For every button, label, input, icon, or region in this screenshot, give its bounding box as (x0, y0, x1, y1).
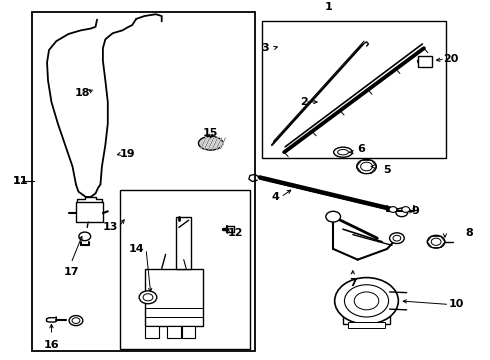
Circle shape (79, 232, 91, 241)
Text: 11: 11 (12, 176, 28, 186)
Circle shape (393, 235, 401, 241)
Text: 5: 5 (383, 165, 391, 175)
Text: 17: 17 (63, 267, 79, 277)
Text: 12: 12 (228, 228, 244, 238)
Bar (145, 326, 159, 338)
Bar (182, 326, 195, 338)
Circle shape (344, 285, 389, 317)
Circle shape (354, 292, 379, 310)
Bar (343, 294, 390, 324)
Text: 19: 19 (120, 149, 136, 159)
Ellipse shape (338, 149, 348, 155)
Bar (32, 13, 255, 351)
Circle shape (72, 318, 80, 323)
Bar (145, 269, 203, 326)
Text: 3: 3 (261, 43, 269, 53)
Circle shape (69, 316, 83, 325)
Text: 4: 4 (271, 192, 279, 202)
Ellipse shape (334, 147, 352, 157)
Text: 20: 20 (443, 54, 459, 64)
Circle shape (396, 208, 408, 217)
Circle shape (143, 294, 153, 301)
Text: 13: 13 (102, 222, 118, 233)
Circle shape (361, 162, 372, 171)
Text: 15: 15 (203, 128, 219, 138)
Circle shape (431, 238, 441, 245)
Bar (76, 202, 103, 222)
Circle shape (389, 207, 397, 212)
Text: 6: 6 (357, 144, 365, 154)
Ellipse shape (198, 136, 223, 150)
Circle shape (427, 235, 445, 248)
Circle shape (402, 207, 410, 212)
Bar (418, 56, 432, 67)
Text: 11: 11 (12, 176, 28, 186)
Text: 16: 16 (44, 340, 59, 350)
Text: 9: 9 (412, 206, 419, 216)
Circle shape (357, 159, 376, 174)
Circle shape (335, 278, 398, 324)
Text: 10: 10 (448, 300, 464, 310)
Bar (262, 21, 446, 158)
Bar (167, 326, 181, 338)
Text: 18: 18 (75, 88, 91, 98)
Bar (348, 322, 385, 328)
Circle shape (326, 211, 341, 222)
Text: 2: 2 (300, 97, 308, 107)
Text: 8: 8 (466, 228, 473, 238)
Circle shape (139, 291, 157, 304)
Bar (176, 217, 191, 269)
Text: 1: 1 (324, 3, 332, 13)
Circle shape (390, 233, 404, 244)
Text: 14: 14 (129, 244, 145, 254)
Bar (120, 190, 250, 349)
Text: 7: 7 (349, 278, 357, 288)
